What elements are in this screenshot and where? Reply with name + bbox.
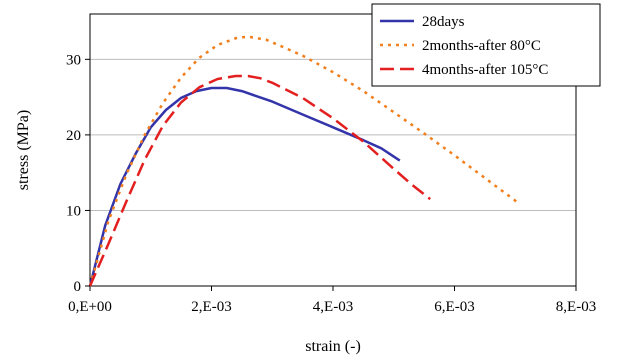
x-tick-label: 6,E-03	[434, 299, 474, 315]
x-tick-label: 4,E-03	[313, 299, 353, 315]
y-tick-label: 30	[66, 52, 81, 68]
x-axis-ticks: 0,E+00 2,E-03 4,E-03 6,E-03 8,E-03	[68, 286, 596, 315]
legend-label-1: 28days	[422, 14, 465, 30]
series-line-1	[88, 86, 401, 287]
x-axis-title: strain (-)	[305, 338, 361, 355]
x-tick-label: 2,E-03	[191, 299, 231, 315]
y-axis-title: stress (MPa)	[15, 110, 32, 190]
legend: 28days 2months-after 80°C 4months-after 10…	[371, 3, 601, 87]
series-line-3	[88, 74, 431, 287]
legend-box	[371, 3, 601, 87]
y-tick-label: 10	[66, 203, 81, 219]
series-line-2	[88, 35, 520, 287]
y-tick-label: 20	[66, 128, 81, 144]
y-axis-ticks: 0 10 20 30	[66, 52, 90, 295]
x-tick-label: 0,E+00	[68, 299, 112, 315]
y-tick-label: 0	[74, 279, 82, 295]
legend-label-2: 2months-after 80°C	[422, 38, 541, 54]
legend-label-3: 4months-after 105°C	[422, 62, 548, 78]
x-tick-label: 8,E-03	[556, 299, 596, 315]
series-lines	[88, 35, 520, 287]
